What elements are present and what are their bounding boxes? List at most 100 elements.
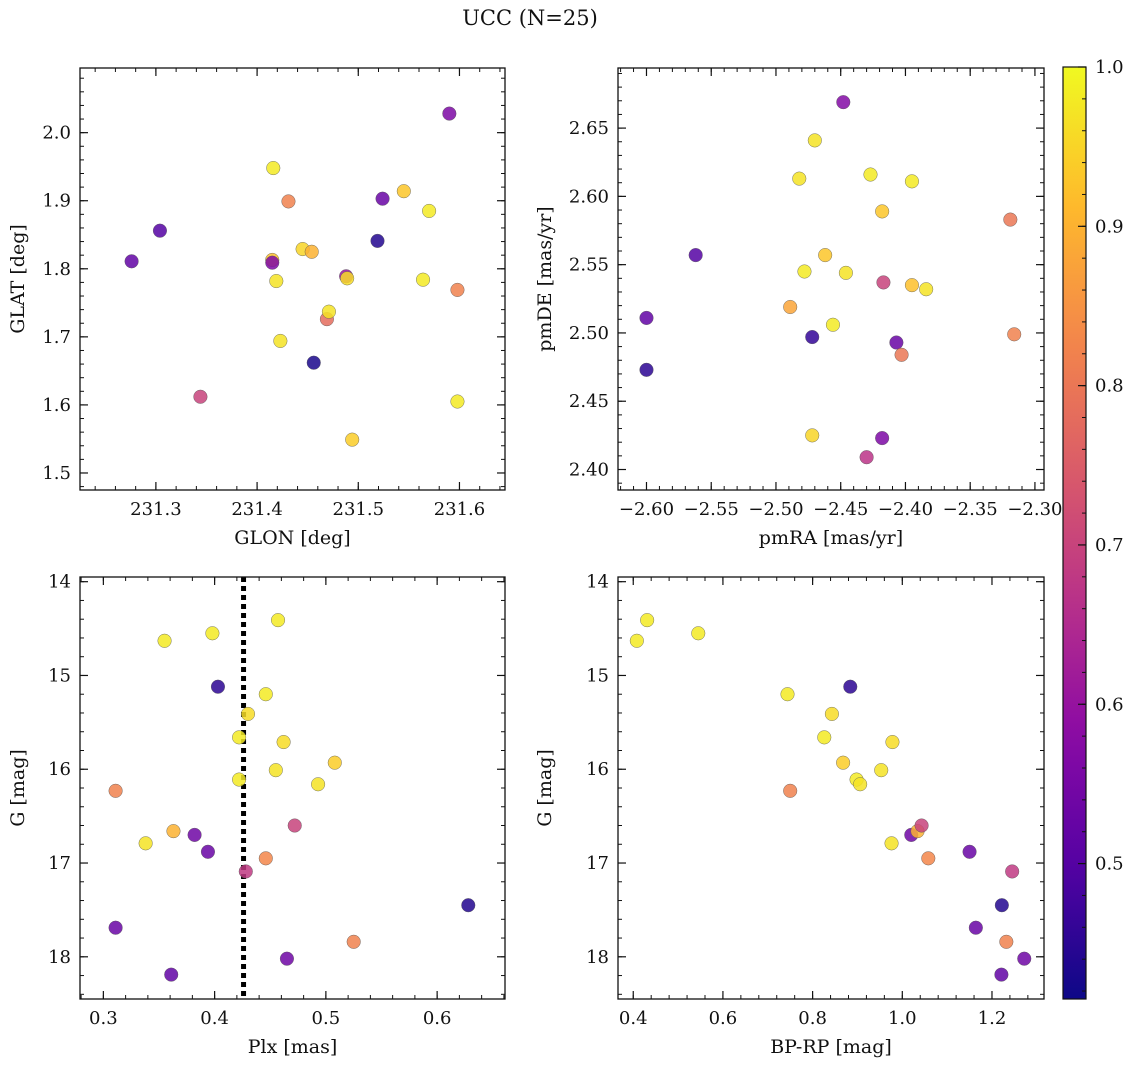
data-point: [640, 613, 655, 628]
colorbar-tick-label: 0.7: [1095, 535, 1124, 556]
x-tick-label: −2.50: [748, 499, 803, 520]
x-tick-label: 231.4: [231, 499, 283, 520]
data-point: [825, 317, 840, 332]
data-point: [836, 755, 851, 770]
x-axis-label: pmRA [mas/yr]: [759, 527, 903, 549]
axes-frame: [79, 67, 506, 491]
data-point: [450, 394, 465, 409]
data-point: [327, 755, 342, 770]
x-tick-label: −2.45: [813, 499, 868, 520]
data-point: [108, 783, 123, 798]
data-point: [273, 333, 288, 348]
data-point: [340, 271, 355, 286]
x-tick-label: −2.60: [619, 499, 674, 520]
data-point: [265, 255, 280, 270]
colorbar: 0.5 0.6 0.7 0.8 0.9 1.0: [1062, 57, 1124, 1000]
data-point: [287, 818, 302, 833]
x-tick-label: 0.4: [619, 1008, 648, 1029]
data-point: [396, 184, 411, 199]
colorbar-tick-label: 0.6: [1095, 694, 1124, 715]
data-point: [904, 174, 919, 189]
data-point: [321, 304, 336, 319]
data-point: [258, 687, 273, 702]
x-tick-label: 0.4: [200, 1008, 229, 1029]
y-tick-label: 2.55: [569, 255, 609, 276]
data-point: [797, 264, 812, 279]
data-point: [884, 836, 899, 851]
data-point: [824, 706, 839, 721]
data-point: [818, 248, 833, 263]
y-tick-label: 17: [586, 853, 609, 874]
x-tick-label: −2.55: [684, 499, 739, 520]
data-point: [875, 204, 890, 219]
data-point: [138, 836, 153, 851]
x-tick-label: 0.8: [798, 1008, 827, 1029]
data-point: [152, 223, 167, 238]
data-point: [266, 161, 281, 176]
data-point: [994, 898, 1009, 913]
x-tick-label: −2.30: [1007, 499, 1062, 520]
data-point: [1017, 951, 1032, 966]
data-point: [859, 450, 874, 465]
data-point: [375, 191, 390, 206]
data-point: [164, 967, 179, 982]
data-point: [200, 844, 215, 859]
x-axis-label: BP-RP [mag]: [770, 1036, 892, 1058]
data-point: [994, 967, 1009, 982]
data-point: [370, 233, 385, 248]
y-tick-label: 2.45: [569, 391, 609, 412]
data-point: [968, 920, 983, 935]
data-point: [783, 783, 798, 798]
data-point: [304, 244, 319, 259]
data-point: [205, 626, 220, 641]
data-point: [232, 772, 247, 787]
data-point: [894, 347, 909, 362]
data-point: [904, 278, 919, 293]
y-tick-label: 2.0: [42, 123, 71, 144]
panel-plx-g: 0.3 0.4 0.5 0.6 14 15 16 17 18 Plx [mas] G [mag]: [7, 572, 506, 1058]
y-tick-label: 16: [48, 759, 71, 780]
y-tick-label: 2.60: [569, 186, 609, 207]
colorbar-tick-label: 0.5: [1095, 854, 1124, 875]
x-tick-label: 0.3: [89, 1008, 118, 1029]
x-tick-label: 0.6: [709, 1008, 738, 1029]
data-point: [914, 818, 929, 833]
y-tick-label: 16: [586, 759, 609, 780]
data-point: [258, 851, 273, 866]
data-point: [853, 777, 868, 792]
y-tick-label: 1.5: [42, 463, 71, 484]
y-tick-label: 1.7: [42, 327, 71, 348]
data-point: [276, 735, 291, 750]
data-point: [921, 851, 936, 866]
y-tick-label: 14: [48, 572, 71, 593]
y-tick-label: 15: [48, 665, 71, 686]
data-point: [783, 299, 798, 314]
figure-title: UCC (N=25): [462, 6, 598, 30]
y-tick-label: 1.8: [42, 259, 71, 280]
data-point: [268, 763, 283, 778]
data-point: [442, 106, 457, 121]
data-point: [629, 633, 644, 648]
y-tick-label: 14: [586, 572, 609, 593]
data-point: [450, 282, 465, 297]
data-point: [271, 613, 286, 628]
data-point: [461, 898, 476, 913]
axes-frame: [617, 67, 1045, 491]
y-axis-label: G [mag]: [7, 749, 29, 827]
data-point: [885, 735, 900, 750]
x-tick-label: 0.6: [423, 1008, 452, 1029]
x-tick-label: 0.5: [312, 1008, 341, 1029]
data-point: [279, 951, 294, 966]
data-point: [269, 274, 284, 289]
y-tick-label: 15: [586, 665, 609, 686]
data-point: [124, 254, 139, 269]
y-tick-label: 2.40: [569, 460, 609, 481]
data-point: [240, 706, 255, 721]
x-tick-label: −2.35: [943, 499, 998, 520]
data-point: [999, 934, 1014, 949]
data-point: [345, 432, 360, 447]
y-tick-label: 2.65: [569, 118, 609, 139]
data-point: [875, 431, 890, 446]
data-point: [187, 827, 202, 842]
